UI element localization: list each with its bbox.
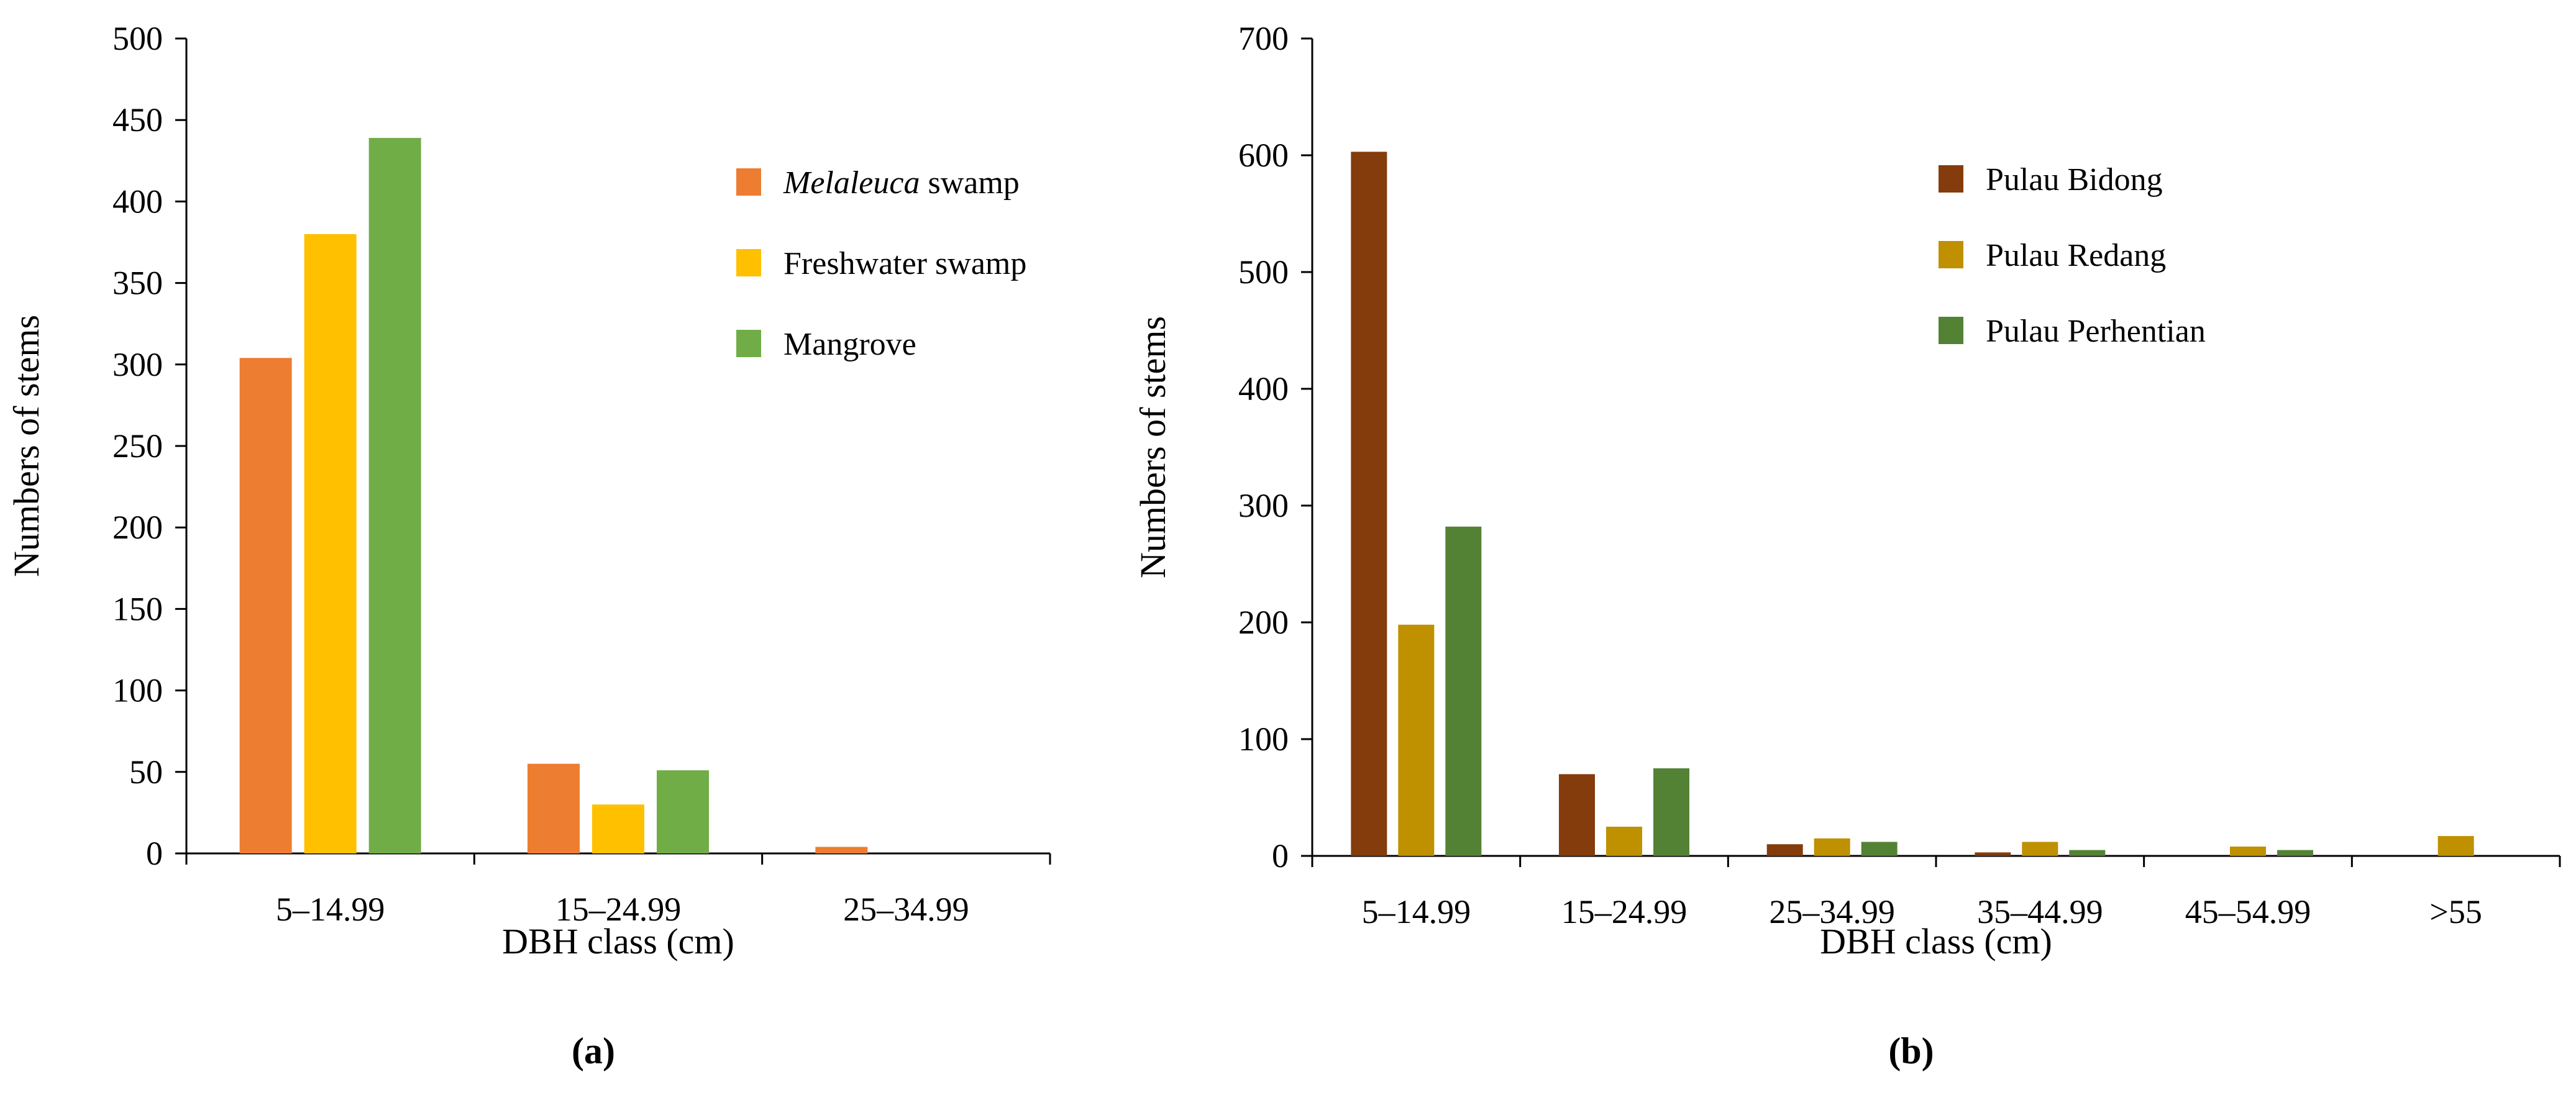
legend-label: Melaleuca swamp	[783, 165, 1020, 201]
legend-label: Pulau Perhentian	[1986, 314, 2206, 349]
panel-label: (a)	[572, 1030, 615, 1071]
bar-melaleuca-swamp	[239, 358, 292, 853]
x-tick-label: 45–54.99	[2185, 893, 2311, 930]
y-tick-label: 100	[1238, 720, 1289, 758]
legend-swatch	[1939, 165, 1963, 193]
y-tick-label: 0	[1272, 837, 1289, 875]
bar-pulau-redang	[2230, 846, 2266, 856]
legend-swatch	[736, 249, 761, 276]
bar-pulau-perhentian	[1445, 526, 1482, 856]
x-tick-label: 25–34.99	[1769, 893, 1895, 930]
y-tick-label: 400	[1238, 370, 1289, 407]
y-tick-label: 500	[112, 20, 163, 57]
y-tick-label: 400	[112, 183, 163, 220]
y-axis-label: Numbers of stems	[6, 315, 47, 577]
bar-pulau-redang	[2022, 842, 2058, 856]
y-tick-label: 600	[1238, 137, 1289, 174]
y-tick-label: 0	[146, 835, 163, 872]
bar-mangrove	[368, 138, 421, 854]
panel-label: (b)	[1888, 1030, 1934, 1071]
legend-label: Mangrove	[783, 327, 916, 362]
y-tick-label: 50	[129, 753, 163, 791]
y-tick-label: 300	[112, 346, 163, 383]
legend-label: Pulau Bidong	[1986, 162, 2163, 198]
bar-pulau-perhentian	[2277, 850, 2313, 856]
x-axis-label: DBH class (cm)	[502, 921, 734, 961]
y-tick-label: 200	[1238, 604, 1289, 641]
bar-pulau-perhentian	[2069, 850, 2106, 856]
bar-pulau-redang	[1814, 838, 1850, 856]
bar-pulau-redang	[1606, 827, 1642, 856]
panel-b-chart: 0 100 200 300 400 500 600 700 5–14.99 15–24.99 25–…	[1133, 20, 2561, 1071]
y-tick-label: 350	[112, 265, 163, 302]
bar-pulau-redang	[1398, 624, 1435, 856]
y-tick-label: 700	[1238, 20, 1289, 57]
legend-swatch	[736, 330, 761, 357]
panel-a-chart: 0 50 100 150 200 250 300 350 400 450 500 5–14.99 15–…	[6, 20, 1051, 1071]
x-axis-label: DBH class (cm)	[1820, 921, 2052, 961]
y-tick-label: 200	[112, 509, 163, 546]
bar-freshwater-swamp	[592, 804, 644, 853]
y-tick-label: 100	[112, 672, 163, 709]
x-tick-label: 15–24.99	[555, 891, 682, 928]
x-tick-label: 35–44.99	[1977, 893, 2103, 930]
y-tick-label: 450	[112, 101, 163, 139]
y-axis-label: Numbers of stems	[1133, 316, 1173, 578]
bar-pulau-bidong	[1559, 774, 1595, 856]
bar-pulau-perhentian	[1861, 842, 1898, 856]
y-tick-label: 300	[1238, 487, 1289, 524]
bar-melaleuca-swamp	[528, 763, 580, 853]
x-tick-label: >55	[2429, 893, 2482, 930]
x-tick-label: 25–34.99	[843, 891, 969, 928]
bar-pulau-bidong	[1975, 852, 2011, 856]
legend-swatch	[1939, 241, 1963, 268]
bar-freshwater-swamp	[304, 234, 357, 853]
legend-label: Pulau Redang	[1986, 238, 2166, 273]
legend-swatch	[1939, 317, 1963, 344]
x-tick-label: 5–14.99	[276, 891, 385, 928]
bar-pulau-redang	[2437, 836, 2474, 856]
y-tick-label: 150	[112, 590, 163, 627]
bar-mangrove	[657, 770, 709, 853]
x-tick-label: 15–24.99	[1561, 893, 1688, 930]
y-tick-label: 250	[112, 427, 163, 465]
y-tick-label: 500	[1238, 253, 1289, 291]
bar-melaleuca-swamp	[815, 847, 868, 853]
bar-pulau-bidong	[1766, 844, 1803, 856]
x-tick-label: 5–14.99	[1362, 893, 1471, 930]
bar-pulau-bidong	[1351, 152, 1387, 857]
legend-swatch	[736, 168, 761, 196]
legend-label: Freshwater swamp	[783, 246, 1026, 281]
bar-pulau-perhentian	[1653, 768, 1689, 856]
